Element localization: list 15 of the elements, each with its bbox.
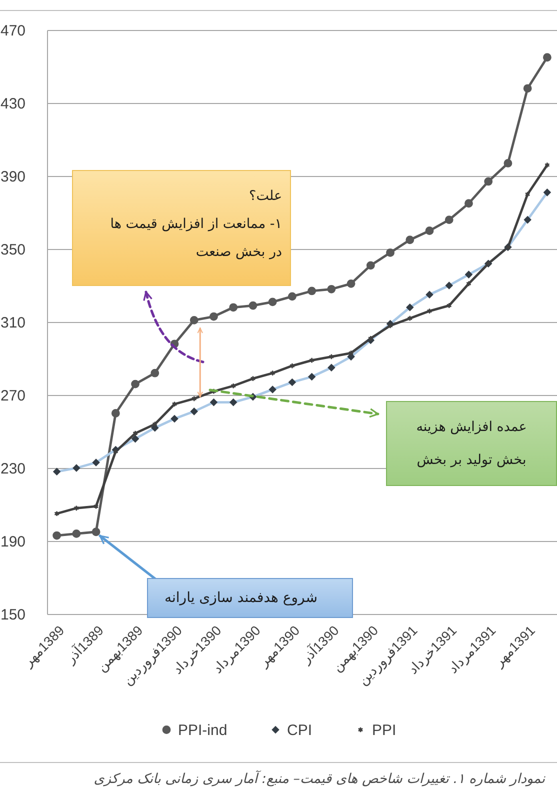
y-tick-label: 310 [0, 314, 26, 332]
y-tick-label: 350 [0, 242, 26, 258]
y-tick-label: 470 [0, 22, 26, 40]
legend-label: PPI [372, 722, 396, 739]
y-tick-label: 150 [0, 606, 26, 624]
y-tick-label: 430 [0, 96, 26, 112]
y-tick-label: 190 [0, 534, 26, 550]
y-tick-label: 230 [0, 460, 26, 478]
text: نمودار شماره ۱. تغییرات شاخص های قیمت– منبع: آمار سری زمانی بانک مرکزی [92, 770, 545, 789]
y-tick-label: 390 [0, 168, 26, 186]
legend-label: PPI-ind [178, 722, 228, 739]
legend-label: CPI [287, 722, 312, 739]
y-tick-label: 270 [0, 388, 26, 404]
text: عمده افزایش هزینه بخش تولید بر بخش [416, 418, 527, 468]
x-tick-label: 1389مهر [20, 622, 68, 671]
